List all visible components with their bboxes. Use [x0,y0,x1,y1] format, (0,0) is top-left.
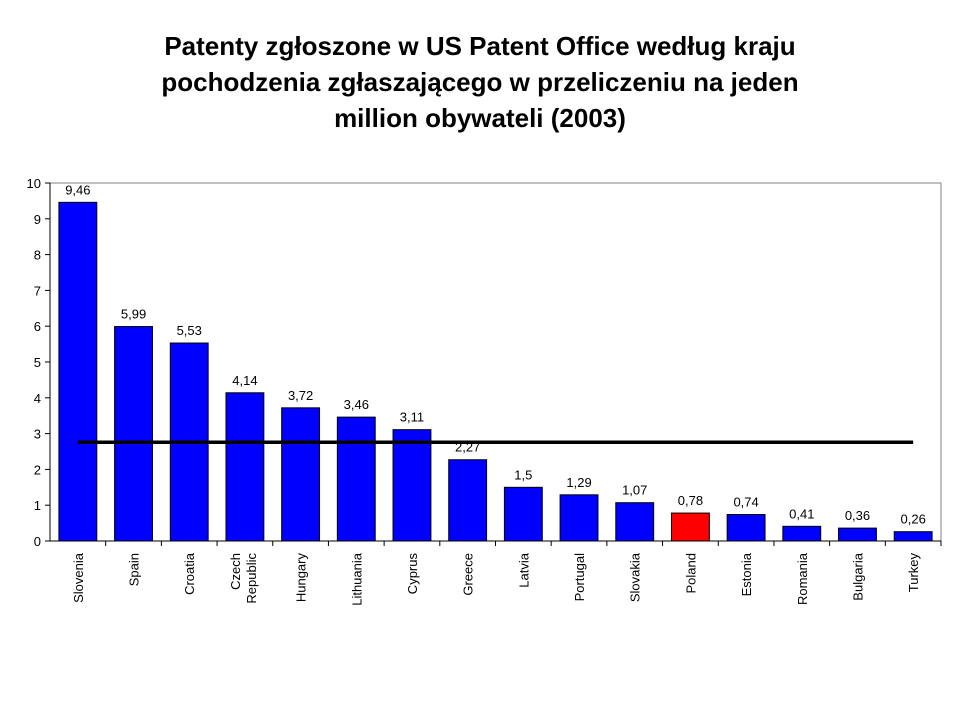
category-label: Turkey [906,553,921,593]
title-line-1: Patenty zgłoszone w US Patent Office wed… [164,31,796,61]
y-tick-label: 7 [34,283,41,298]
y-tick-label: 9 [34,212,41,227]
bar-latvia [503,486,543,542]
data-label: 4,14 [232,373,257,388]
category-label: Lithuania [349,552,364,606]
category-label: Poland [683,553,698,593]
category-label: Bulgaria [850,552,865,600]
y-tick-label: 0 [34,534,41,549]
bar-lithuania [336,416,376,542]
title-line-2: pochodzenia zgłaszającego w przeliczeniu… [161,67,799,97]
bar-estonia [726,514,766,542]
y-tick-label: 5 [34,355,41,370]
data-label: 1,07 [622,483,647,498]
bar-romania [782,525,822,542]
category-label: Hungary [294,553,309,603]
category-label: Croatia [182,552,197,595]
data-label: 1,5 [514,467,532,482]
data-label: 0,41 [789,506,814,521]
data-label: 0,74 [733,495,758,510]
category-label: Greece [461,553,476,596]
data-label: 3,11 [400,410,424,425]
y-tick-label: 8 [34,248,41,263]
bar-slovenia [58,201,98,542]
bar-portugal [559,494,599,542]
data-label: 1,29 [566,475,591,490]
data-label: 3,46 [344,397,369,412]
bar-slovakia [615,502,655,542]
bar-greece [448,459,488,542]
bar-spain [114,326,153,542]
y-tick-label: 3 [34,427,41,442]
category-label: Spain [127,553,142,586]
data-label: 5,99 [121,307,146,322]
y-tick-label: 6 [34,319,41,334]
y-tick-label: 10 [27,176,41,191]
data-label: 0,78 [678,493,703,508]
category-label: Slovakia [628,552,643,602]
data-label: 3,72 [288,388,313,403]
data-label: 9,46 [65,182,90,197]
bar-cyprus [392,429,432,542]
data-label: 5,53 [177,323,202,338]
data-label: 0,36 [845,508,870,523]
plot-border [50,182,942,541]
category-label: CzechRepublic [228,553,259,604]
bar-turkey [893,531,933,542]
y-tick-label: 1 [34,498,41,513]
category-label: Portugal [572,553,587,602]
data-label: 0,26 [901,512,926,527]
y-tick-label: 4 [34,391,41,406]
category-label: Cyprus [405,553,420,595]
category-label: Estonia [739,552,754,596]
bar-bulgaria [838,527,877,542]
bar-poland [670,512,710,542]
chart-title: Patenty zgłoszone w US Patent Office wed… [0,28,960,136]
category-label: Romania [795,552,810,605]
category-label: Latvia [516,552,531,587]
y-tick-label: 2 [34,462,41,477]
bar-hungary [281,407,321,542]
bar-czech-republic [225,392,265,542]
title-line-3: million obywateli (2003) [334,103,626,133]
category-label: Slovenia [71,552,86,603]
